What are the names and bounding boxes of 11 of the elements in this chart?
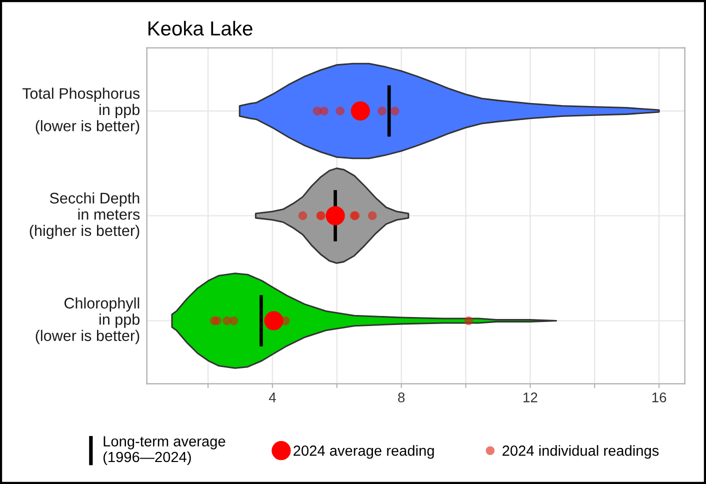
text: Total Phosphorus in ppb (lower is better) (22, 88, 140, 134)
chart-title: Keoka Lake (148, 20, 252, 36)
x-tick-label: 8 (398, 392, 405, 402)
x-tick-label: 16 (652, 392, 666, 402)
x-tick-label: 12 (524, 392, 538, 402)
legend-label: 2024 average reading (294, 445, 434, 459)
x-tick-label: 4 (268, 392, 276, 402)
text: Chlorophyll in ppb (lower is better) (36, 297, 140, 344)
legend-label: 2024 individual readings (502, 445, 659, 459)
text: Secchi Depth in meters (higher is better) (30, 192, 140, 240)
legend-label: Long-term average (1996—2024) (103, 436, 226, 466)
